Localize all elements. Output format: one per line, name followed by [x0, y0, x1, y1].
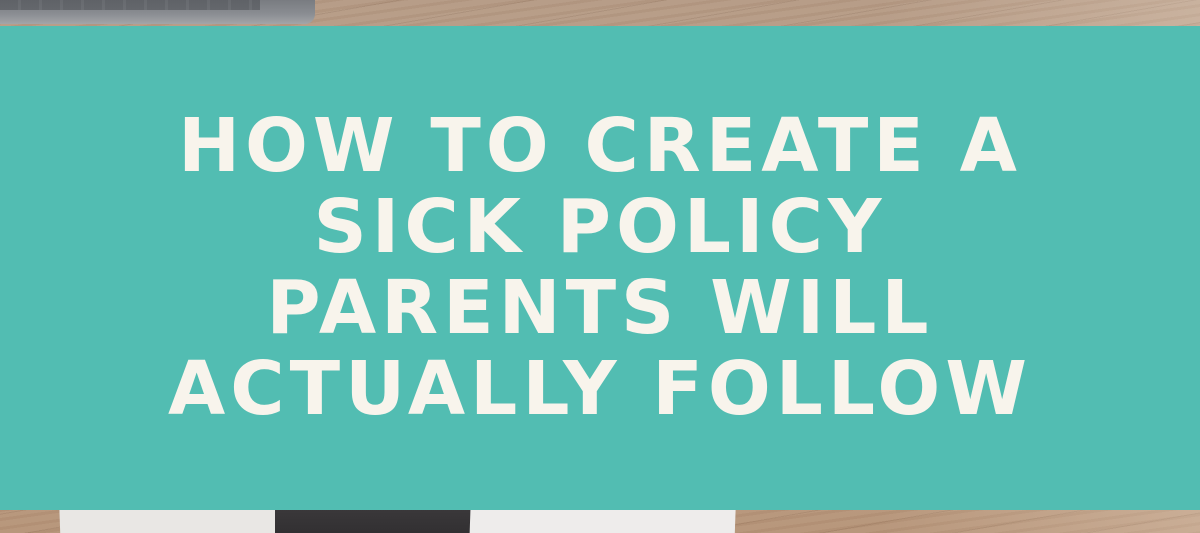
laptop-image [0, 0, 315, 24]
headline-line-1: HOW TO CREATE A [178, 103, 1022, 189]
title-banner: HOW TO CREATE A SICK POLICY PARENTS WILL… [0, 26, 1200, 510]
headline-line-3: PARENTS WILL [266, 265, 934, 351]
headline: HOW TO CREATE A SICK POLICY PARENTS WILL… [10, 106, 1190, 430]
headline-line-4: ACTUALLY FOLLOW [168, 346, 1032, 432]
headline-line-2: SICK POLICY [313, 184, 887, 270]
keyboard-image [0, 0, 260, 10]
